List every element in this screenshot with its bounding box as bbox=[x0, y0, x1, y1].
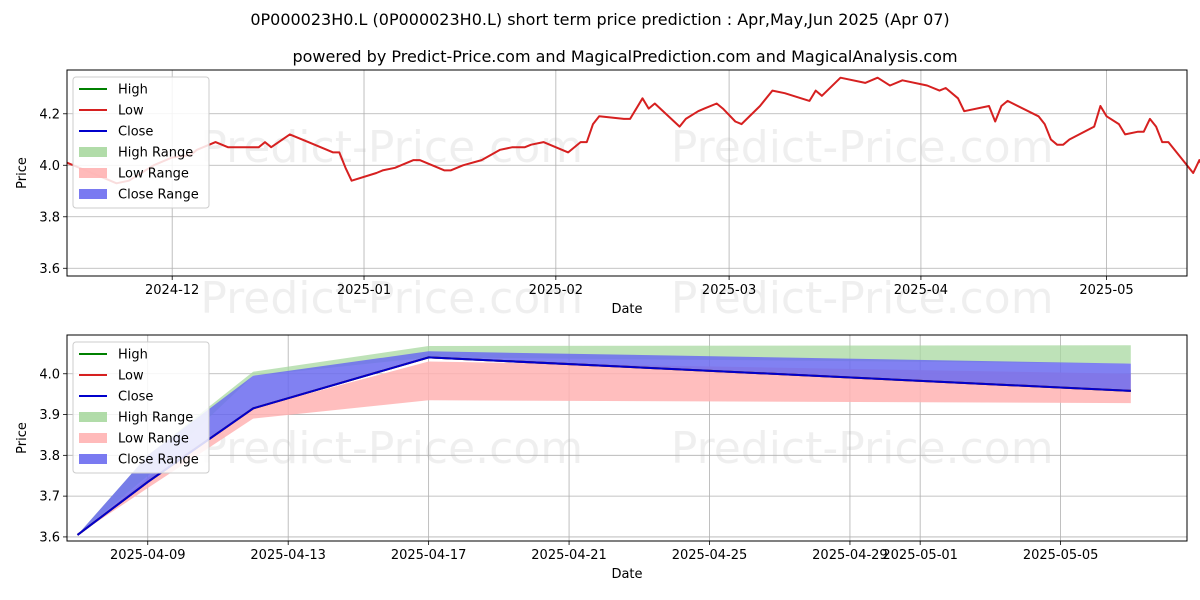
y-tick-label: 3.9 bbox=[39, 408, 60, 423]
x-tick-label: 2025-05-01 bbox=[882, 548, 958, 563]
chart-panel-2: Predict-Price.com Predict-Price.com 2025-0… bbox=[15, 334, 1188, 582]
close-range-band bbox=[77, 351, 1131, 535]
y-tick-label: 3.8 bbox=[39, 210, 60, 225]
legend-label: Low bbox=[118, 369, 144, 384]
legend-label: Close bbox=[118, 390, 153, 405]
legend-swatch bbox=[79, 454, 107, 464]
y-tick-label: 3.6 bbox=[39, 262, 60, 277]
watermark-text: Predict-Price.com bbox=[671, 122, 1054, 173]
x-tick-label: 2024-12 bbox=[145, 283, 199, 298]
legend-label: Close Range bbox=[118, 453, 199, 468]
legend-swatch bbox=[79, 168, 107, 178]
y-tick-label: 3.7 bbox=[39, 490, 60, 505]
y-tick-label: 4.0 bbox=[39, 367, 60, 382]
legend-label: High Range bbox=[118, 146, 193, 161]
y-tick-label: 3.8 bbox=[39, 449, 60, 464]
legend-label: Low bbox=[118, 104, 144, 119]
low-range-band bbox=[77, 361, 1131, 535]
legend-label: Close Range bbox=[118, 188, 199, 203]
x-tick-label: 2025-03 bbox=[702, 283, 756, 298]
legend-label: High bbox=[118, 83, 148, 98]
plot-frame bbox=[66, 334, 1188, 542]
legend: High Low Close High Range Low Range Close Ran… bbox=[72, 341, 210, 474]
legend-swatch bbox=[79, 147, 107, 157]
legend-label: High bbox=[118, 348, 148, 363]
x-tick-label: 2025-04-13 bbox=[250, 548, 326, 563]
y-axis-label: Price bbox=[15, 157, 30, 189]
legend-label: Low Range bbox=[118, 167, 189, 182]
watermark-text: Predict-Price.com bbox=[200, 273, 583, 324]
legend-label: Close bbox=[118, 125, 153, 140]
legend-swatch bbox=[79, 433, 107, 443]
legend-label: High Range bbox=[118, 411, 193, 426]
legend-label: Low Range bbox=[118, 432, 189, 447]
legend-swatch bbox=[79, 412, 107, 422]
watermark-text: Predict-Price.com bbox=[671, 423, 1054, 474]
x-tick-label: 2025-04-25 bbox=[672, 548, 748, 563]
close-price-line bbox=[76, 356, 1131, 536]
y-tick-label: 4.0 bbox=[39, 159, 60, 174]
y-tick-label: 3.6 bbox=[39, 530, 60, 545]
x-tick-label: 2025-02 bbox=[529, 283, 583, 298]
legend: High Low Close High Range Low Range Close Ran… bbox=[72, 76, 210, 209]
x-tick-label: 2025-05 bbox=[1079, 283, 1133, 298]
legend-swatch bbox=[79, 189, 107, 199]
y-tick-label: 4.2 bbox=[39, 107, 60, 122]
x-tick-label: 2025-04-21 bbox=[531, 548, 607, 563]
x-axis-label: Date bbox=[611, 302, 642, 317]
x-tick-label: 2025-04 bbox=[894, 283, 948, 298]
x-tick-label: 2025-01 bbox=[337, 283, 391, 298]
chart-panel-1: Predict-Price.com Predict-Price.com Predic… bbox=[15, 69, 1200, 324]
x-tick-label: 2025-05-05 bbox=[1023, 548, 1099, 563]
watermark-text: Predict-Price.com bbox=[200, 423, 583, 474]
x-tick-label: 2025-04-09 bbox=[110, 548, 186, 563]
plots-layer: Predict-Price.com Predict-Price.comPredic… bbox=[15, 69, 1200, 582]
chart-subtitle: powered by Predict-Price.com and Magical… bbox=[292, 47, 957, 66]
low-price-line bbox=[66, 76, 1200, 185]
chart-title: 0P000023H0.L (0P000023H0.L) short term p… bbox=[250, 10, 949, 29]
plot-frame bbox=[66, 69, 1188, 277]
x-tick-label: 2025-04-17 bbox=[391, 548, 467, 563]
watermark-text: Predict-Price.com bbox=[671, 273, 1054, 324]
x-axis-label: Date bbox=[611, 567, 642, 582]
y-axis-label: Price bbox=[15, 422, 30, 454]
x-tick-label: 2025-04-29 bbox=[812, 548, 888, 563]
